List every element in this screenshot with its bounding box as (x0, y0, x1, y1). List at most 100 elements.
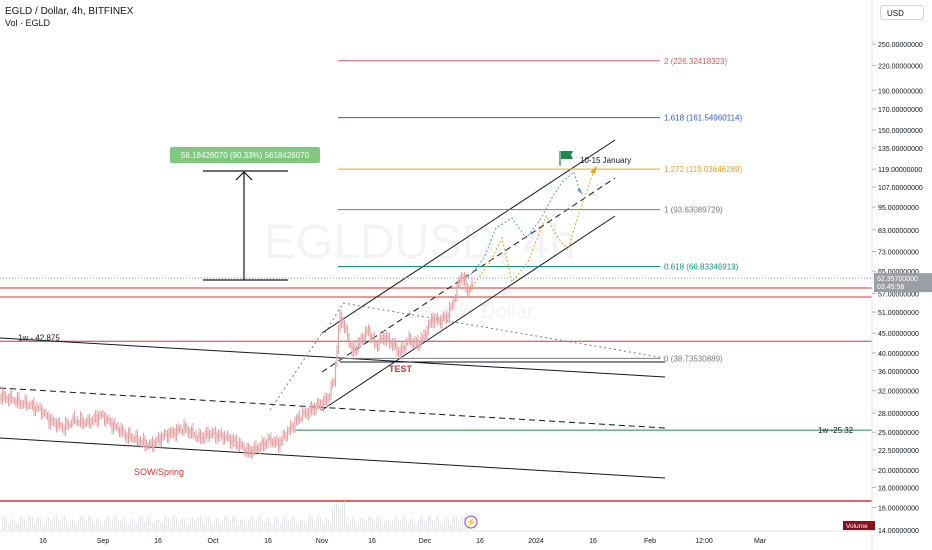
volume-bar (456, 516, 457, 530)
candle-body (85, 422, 88, 424)
volume-tag (843, 521, 875, 530)
candle-body (213, 431, 215, 433)
candle-body (199, 432, 202, 440)
volume-bar (76, 523, 77, 530)
candle-body (456, 285, 458, 300)
candle-body (109, 420, 112, 423)
volume-bar (96, 518, 97, 530)
volume-bar (338, 504, 339, 530)
volume-bar (280, 523, 281, 530)
measure-label-text: 56.18426070 (90.33%) 5618426070 (181, 151, 310, 160)
candle-body (390, 342, 392, 345)
candle-body (214, 431, 217, 440)
volume-bar (418, 520, 419, 530)
candle-body (268, 437, 271, 439)
volume-bar (58, 518, 59, 530)
candle-body (286, 430, 289, 439)
volume-bar (340, 508, 341, 530)
candle-body (169, 431, 172, 434)
candle-body (318, 402, 320, 408)
volume-bar (162, 522, 163, 530)
volume-bar (252, 516, 253, 530)
volume-bar (268, 517, 269, 530)
volume-bar (272, 525, 273, 530)
volume-bar (322, 522, 323, 530)
price-range-measure[interactable]: 56.18426070 (90.33%) 5618426070 (170, 147, 320, 281)
candle-body (420, 337, 422, 344)
candle-body (84, 422, 86, 424)
candle-body (99, 414, 101, 416)
volume-bar (368, 516, 369, 530)
candle-body (399, 350, 401, 356)
candle-body (324, 397, 326, 401)
trend-channels[interactable] (0, 139, 666, 479)
volume-bar (232, 516, 233, 530)
fib-extension[interactable]: 2 (226.32418323) 1.618 (161.54960114) 1.27… (0, 57, 872, 364)
candle-body (237, 444, 239, 449)
candle-body (283, 434, 286, 436)
volume-bar (400, 520, 401, 530)
candle-body (394, 342, 397, 347)
y-tick-label: 57.00000000 (878, 291, 919, 298)
candle-body (156, 438, 158, 443)
volume-bar (242, 518, 243, 530)
watermark-symbol: EGLDUSD, 4h (264, 216, 576, 269)
candle-body (102, 414, 104, 416)
volume-bar (264, 521, 265, 530)
measure-label-box (170, 147, 320, 163)
candle-body (117, 426, 119, 430)
y-tick-label: 16.00000000 (878, 505, 919, 512)
volume-bar (454, 515, 455, 530)
candle-body (154, 442, 157, 444)
candle-body (61, 427, 64, 429)
candle-body (76, 420, 79, 423)
candle-body (114, 422, 116, 427)
candle-body (43, 412, 46, 414)
candle-body (291, 424, 293, 428)
volume-bar (120, 520, 121, 530)
volume-bar (332, 508, 333, 530)
candle-body (327, 397, 329, 403)
volume-bar (148, 515, 149, 530)
volume-bar (278, 518, 279, 530)
lightning-glyph: ⚡ (466, 517, 476, 527)
candle-body (207, 430, 209, 439)
volume-bar (210, 519, 211, 530)
volume-bar (440, 521, 441, 530)
volume-bar (300, 520, 301, 530)
candle-body (105, 417, 107, 424)
candle-body (57, 421, 59, 430)
volume-bar (140, 515, 141, 530)
candle-body (81, 415, 83, 425)
y-tick-label: 220.00000000 (878, 64, 923, 71)
volume-bar (328, 519, 329, 530)
candle-body (435, 316, 437, 319)
volume-bar (194, 520, 195, 530)
candle-body (408, 335, 410, 343)
candle-body (139, 440, 142, 444)
candle-body (54, 421, 56, 424)
candle-body (0, 395, 2, 400)
projection-paths[interactable] (467, 166, 597, 291)
volume-bar (238, 524, 239, 530)
volume-bar (334, 503, 335, 530)
candle-body (228, 435, 230, 440)
candle-body (348, 337, 350, 346)
candle-body (187, 428, 190, 434)
candle-body (262, 440, 265, 447)
x-tick-label: 2024 (528, 538, 544, 545)
volume-bar (420, 516, 421, 530)
candle-body (118, 429, 121, 435)
candle-body (123, 432, 125, 434)
volume-indicator-label[interactable]: Vol · EGLD (5, 18, 51, 28)
volume-bar (414, 521, 415, 530)
candle-body (225, 435, 227, 439)
volume-bar (218, 518, 219, 530)
candle-body (21, 403, 23, 405)
currency-button[interactable]: USD (880, 5, 924, 20)
candle-body (339, 314, 341, 328)
candle-body (48, 415, 50, 425)
candle-body (382, 335, 385, 341)
volume-bar (30, 515, 31, 530)
